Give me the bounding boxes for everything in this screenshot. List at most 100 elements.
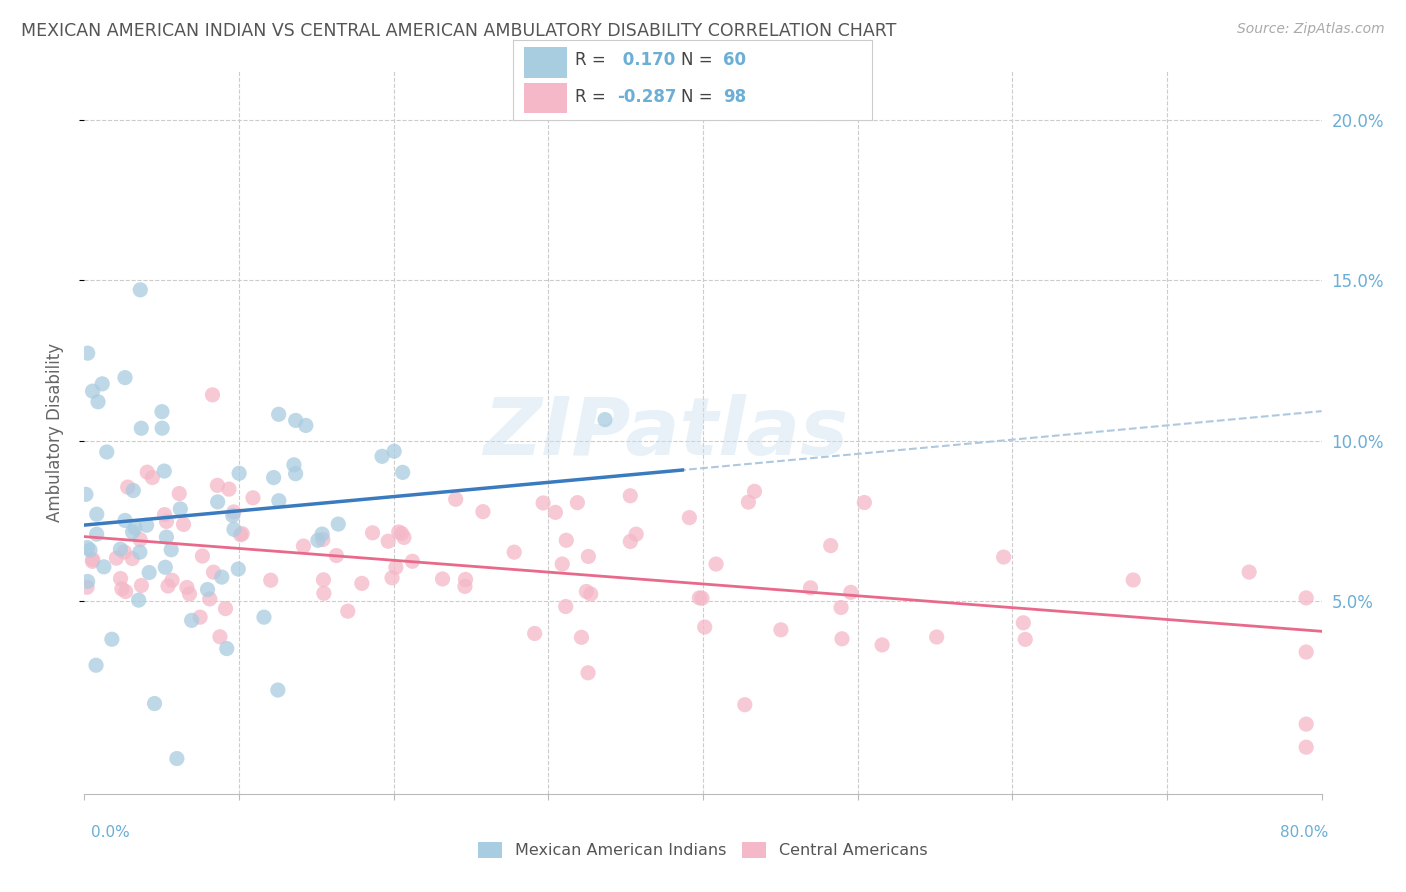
- Point: [471, 505, 494, 519]
- Point: [325, 549, 347, 563]
- Point: [260, 573, 283, 587]
- Point: [150, 421, 173, 435]
- Point: [1122, 573, 1144, 587]
- Point: [769, 623, 792, 637]
- Point: [160, 574, 183, 588]
- Point: [381, 571, 404, 585]
- Point: [114, 370, 136, 384]
- Point: [267, 493, 290, 508]
- Point: [128, 545, 150, 559]
- Point: [385, 560, 408, 574]
- Point: [93, 559, 115, 574]
- Point: [361, 525, 384, 540]
- Point: [1295, 645, 1317, 659]
- Point: [188, 610, 211, 624]
- Point: [555, 533, 578, 548]
- Point: [554, 599, 576, 614]
- Point: [150, 405, 173, 419]
- Legend: Mexican American Indians, Central Americans: Mexican American Indians, Central Americ…: [478, 841, 928, 858]
- Point: [579, 587, 602, 601]
- Point: [173, 517, 195, 532]
- Point: [523, 626, 546, 640]
- Point: [576, 665, 599, 680]
- Point: [87, 394, 110, 409]
- Point: [91, 376, 114, 391]
- Point: [377, 534, 399, 549]
- Point: [121, 551, 143, 566]
- Point: [690, 591, 713, 606]
- Point: [180, 613, 202, 627]
- Point: [263, 470, 285, 484]
- Point: [167, 486, 190, 500]
- Point: [734, 698, 756, 712]
- Point: [312, 586, 335, 600]
- Point: [328, 517, 350, 532]
- Point: [201, 388, 224, 402]
- Point: [454, 579, 477, 593]
- Point: [853, 495, 876, 509]
- Point: [267, 683, 290, 698]
- Point: [76, 541, 98, 555]
- Point: [1295, 717, 1317, 731]
- Point: [114, 584, 136, 599]
- Point: [155, 515, 177, 529]
- Point: [211, 570, 233, 584]
- Point: [129, 533, 152, 547]
- Point: [624, 527, 647, 541]
- Point: [215, 641, 238, 656]
- Text: N =: N =: [681, 88, 711, 106]
- Point: [391, 466, 413, 480]
- Point: [218, 482, 240, 496]
- Point: [138, 566, 160, 580]
- Point: [135, 518, 157, 533]
- Point: [820, 539, 842, 553]
- Point: [382, 444, 405, 458]
- Point: [202, 565, 225, 579]
- Point: [401, 554, 423, 568]
- Text: -0.287: -0.287: [617, 88, 676, 106]
- Point: [75, 487, 97, 501]
- Point: [231, 526, 253, 541]
- Point: [678, 510, 700, 524]
- Point: [214, 601, 236, 615]
- Point: [392, 531, 415, 545]
- Point: [156, 579, 179, 593]
- Point: [283, 458, 305, 472]
- Point: [575, 584, 598, 599]
- Point: [744, 484, 766, 499]
- Point: [114, 513, 136, 527]
- Point: [870, 638, 893, 652]
- Point: [122, 483, 145, 498]
- Point: [82, 554, 104, 568]
- Point: [292, 539, 315, 553]
- Text: Source: ZipAtlas.com: Source: ZipAtlas.com: [1237, 22, 1385, 37]
- Point: [531, 496, 554, 510]
- Point: [96, 445, 118, 459]
- Point: [371, 450, 394, 464]
- Point: [160, 542, 183, 557]
- Point: [111, 582, 134, 596]
- Point: [432, 572, 454, 586]
- Point: [207, 478, 229, 492]
- Point: [1012, 615, 1035, 630]
- Point: [84, 658, 107, 673]
- Point: [311, 527, 333, 541]
- Point: [222, 522, 245, 536]
- Point: [222, 505, 245, 519]
- Point: [704, 557, 727, 571]
- Point: [253, 610, 276, 624]
- Point: [191, 549, 214, 563]
- Point: [925, 630, 948, 644]
- Point: [153, 508, 176, 522]
- Point: [619, 534, 641, 549]
- Point: [454, 573, 477, 587]
- Point: [82, 384, 104, 398]
- Point: [86, 527, 108, 541]
- Point: [551, 557, 574, 571]
- Point: [131, 578, 153, 592]
- Point: [110, 542, 132, 557]
- Point: [831, 632, 853, 646]
- Point: [593, 412, 616, 426]
- Point: [86, 507, 108, 521]
- Point: [76, 574, 98, 589]
